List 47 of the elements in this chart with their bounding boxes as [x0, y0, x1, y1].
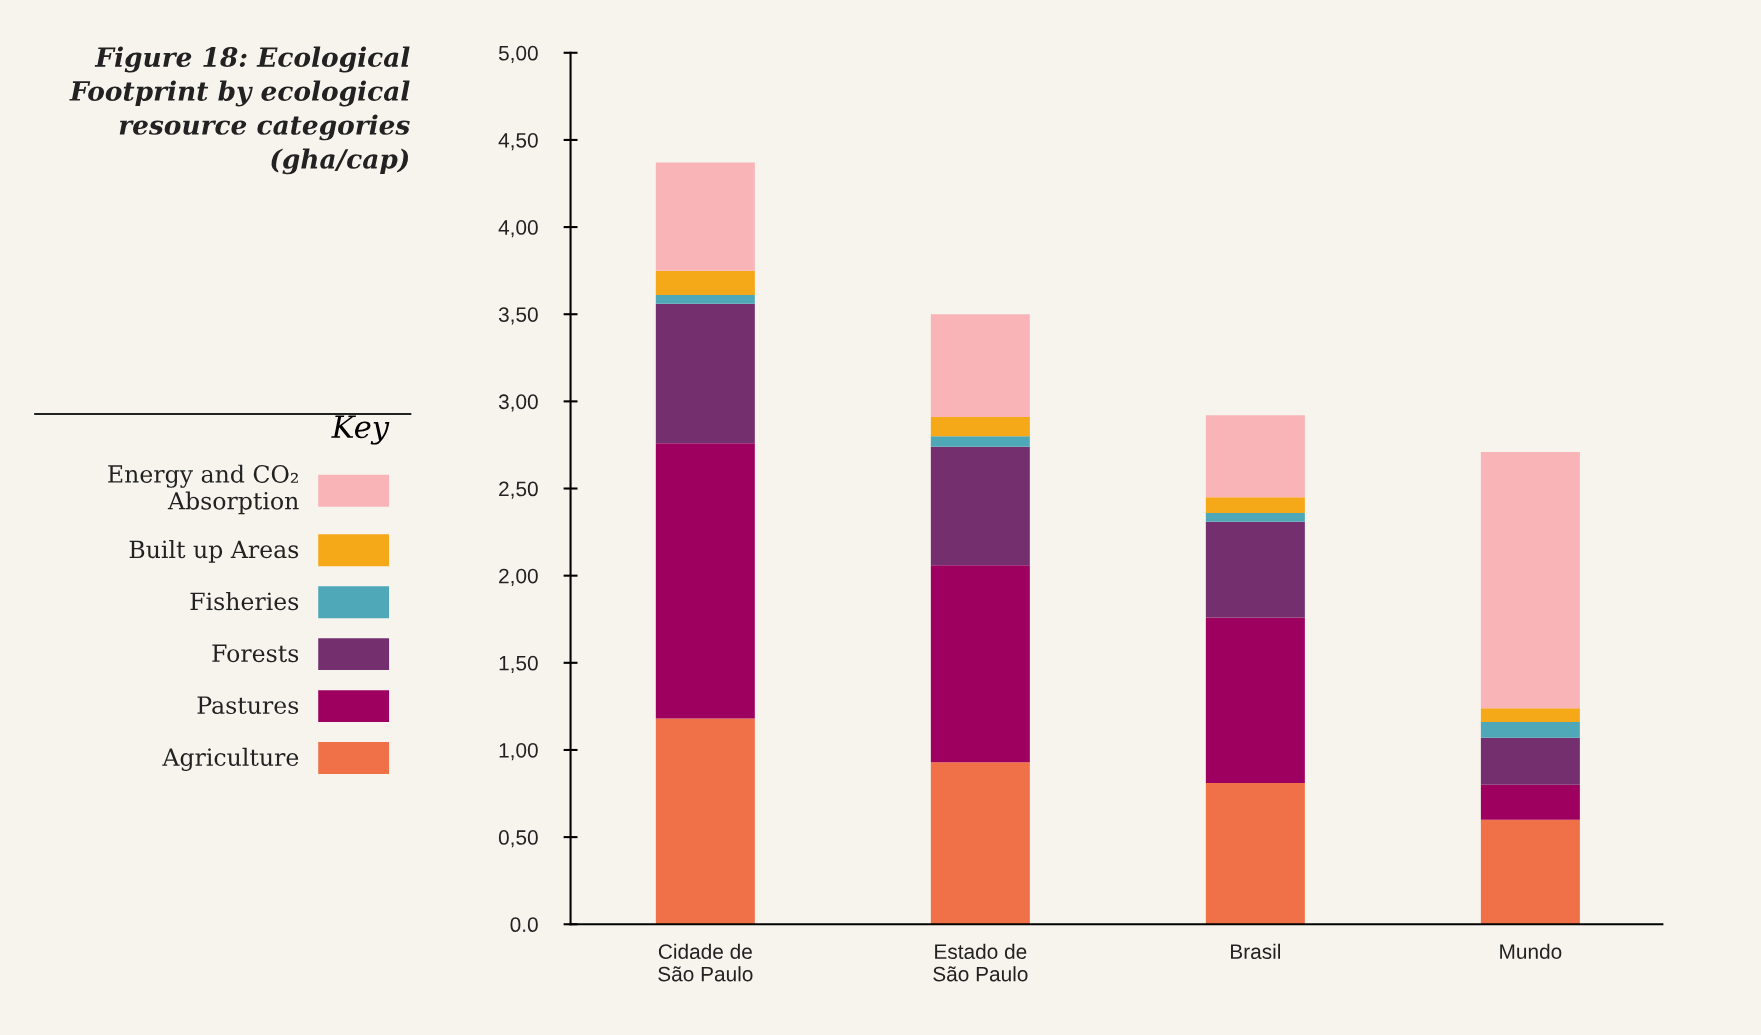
bar — [930, 565, 1030, 763]
legend-label: Built up Areas — [129, 539, 299, 563]
y-tick-label: 4,00 — [498, 220, 538, 238]
legend-label: Fisheries — [190, 591, 299, 611]
bar — [1205, 617, 1305, 784]
y-tick-label: 3,50 — [498, 307, 538, 325]
bar — [1205, 783, 1305, 925]
y-tick-label: 3,00 — [498, 394, 538, 412]
bar — [1480, 819, 1580, 925]
bar — [1480, 451, 1580, 709]
bar — [1480, 722, 1580, 738]
bar — [655, 162, 755, 271]
bar — [655, 270, 755, 296]
x-tick-label: Brasil — [1231, 943, 1281, 959]
text: Figure 18: Ecological Footprint by ecological resource categories (gha/cap) — [69, 46, 410, 175]
bar — [1205, 415, 1305, 498]
bar — [930, 436, 1030, 447]
y-tick-label: 0,50 — [498, 830, 538, 848]
y-tick-label: 2,50 — [499, 481, 538, 499]
bar — [930, 762, 1030, 925]
bar — [1480, 784, 1580, 820]
bar — [655, 718, 755, 925]
y-tick-label: 2,00 — [499, 568, 538, 586]
bar — [655, 443, 755, 719]
bar — [655, 295, 755, 304]
legend-label: Forests — [212, 644, 299, 663]
legend-label: Energy and CO₂ Absorption — [108, 464, 299, 515]
x-tick-label: Estado de São Paulo — [933, 943, 1028, 982]
bar — [930, 314, 1030, 418]
y-tick-label: 1,00 — [499, 742, 538, 761]
y-tick-label: 1,50 — [499, 655, 538, 674]
bar — [1480, 737, 1580, 785]
y-tick-label: 4,50 — [498, 132, 538, 151]
y-tick-label: 0.0 — [510, 917, 538, 933]
bar — [930, 446, 1030, 566]
legend-title: Key — [331, 415, 390, 445]
bar — [1205, 497, 1305, 513]
bar — [655, 303, 755, 444]
legend-label: Agriculture — [162, 747, 299, 771]
legend-label: Pastures — [197, 696, 299, 715]
bar — [1205, 521, 1305, 618]
x-tick-label: Mundo — [1500, 943, 1562, 959]
bar — [930, 417, 1030, 437]
y-tick-label: 5,00 — [498, 45, 538, 63]
x-tick-label: Cidade de São Paulo — [658, 943, 753, 982]
bar — [1205, 512, 1305, 522]
bar — [1480, 708, 1580, 723]
